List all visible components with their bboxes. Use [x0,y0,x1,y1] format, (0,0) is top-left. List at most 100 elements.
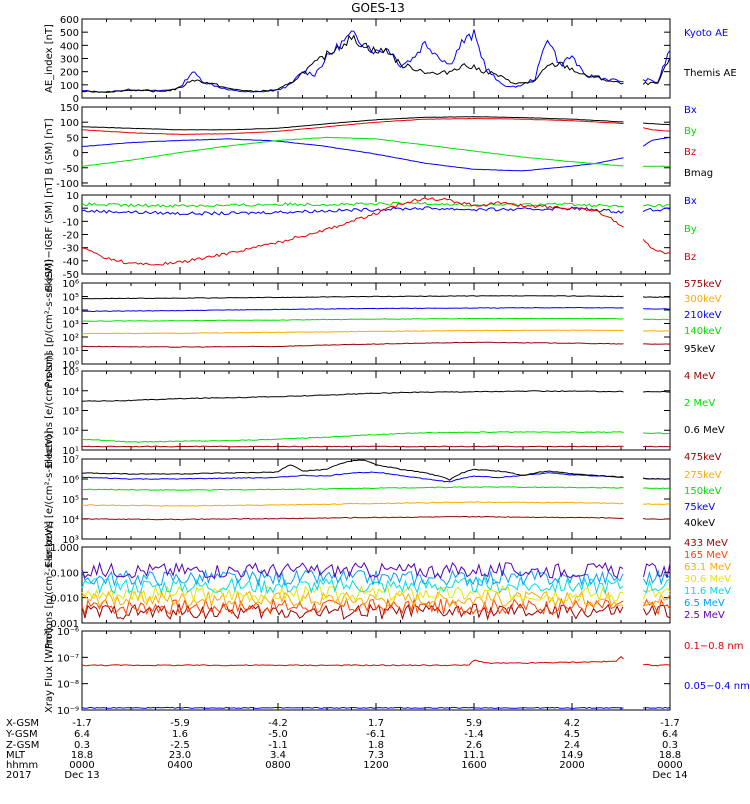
ephemeris-value: 0.3 [74,740,90,751]
ephemeris-value: 3.4 [270,750,286,761]
y-axis-label: Electrons [e/(cm²-s-sr)] [44,353,55,469]
ephemeris-value: 6.4 [662,729,678,740]
y-tick-label: -50 [63,270,79,281]
ephemeris-value: 23.0 [169,750,191,761]
ephemeris-value: 0000 [69,760,94,771]
y-tick-label: 10⁷ [62,455,79,466]
ephemeris-value: 4.2 [564,718,580,729]
series-line-Bz [81,197,671,266]
ephemeris-value: -1.4 [464,729,484,740]
y-tick-label: 400 [60,41,79,52]
legend-label: Bx [684,105,697,116]
series-line-Bz [81,117,671,135]
legend-label: Bz [684,252,696,263]
ephemeris-value: -4.2 [268,718,288,729]
y-axis-label: B (SM)−IGRF (SM) [nT] [44,177,55,291]
series-line-95keV [81,295,671,300]
series-line-0-05-0-4-nm [81,706,671,709]
series-line-0-6-MeV [81,390,670,402]
ephemeris-row-label: Z-GSM [6,740,39,751]
series-line-40keV [81,459,671,481]
y-tick-label: 10⁴ [62,515,79,526]
y-tick-label: 150 [60,103,79,114]
legend-label: 210keV [684,310,722,321]
legend-label: Bmag [684,168,713,179]
series-line-140keV [81,317,670,322]
legend-label: 140keV [684,326,722,337]
y-tick-label: 10⁰ [62,360,79,371]
legend-label: 2.5 MeV [684,610,725,621]
ephemeris-value: 1.7 [368,718,384,729]
series-line-Themis-AE [81,34,671,93]
y-tick-label: 10³ [62,320,79,331]
y-tick-label: 10² [62,333,79,344]
panel-frame [81,18,671,99]
ephemeris-value: -1.1 [268,740,288,751]
y-tick-label: 0.010 [50,594,79,605]
ephemeris-value: 2000 [559,760,584,771]
ephemeris-value: 18.8 [71,750,93,761]
panel-frame [81,282,671,365]
y-tick-label: -10 [63,217,79,228]
y-axis-label: AE_index [nT] [44,24,55,93]
ephemeris-value: 14.9 [561,750,583,761]
series-line-150keV [81,486,671,491]
series-line-575keV [81,341,671,348]
y-tick-label: 10⁻⁸ [57,680,79,691]
series-line-6-5-MeV [81,568,671,588]
series-line-Bmag [81,116,671,131]
legend-label: Themis AE [683,68,737,79]
y-tick-label: 0.100 [50,568,79,579]
y-tick-label: 1.000 [50,543,79,554]
y-tick-label: -50 [63,164,79,175]
ephemeris-row-label: 2017 [6,770,31,781]
y-tick-label: 0.001 [50,619,79,630]
legend-label: Kyoto AE [684,28,728,39]
series-line-0-1-0-8-nm [81,656,671,667]
legend-label: Bz [684,147,696,158]
series-line-30-6-MeV [81,585,671,603]
ephemeris-value: 2.6 [466,740,482,751]
series-line-Bx [81,136,671,172]
y-tick-label: 10¹ [62,446,79,457]
y-tick-label: 100 [60,118,79,129]
ephemeris-value: 0000 [657,760,682,771]
series-line-475keV [81,515,671,521]
y-tick-label: 300 [60,55,79,66]
legend-label: 475keV [684,452,722,463]
y-tick-label: 50 [66,133,79,144]
panel-frame [81,458,671,540]
legend-label: 11.6 MeV [684,586,731,597]
legend-label: 575keV [684,279,722,290]
ephemeris-value: -5.9 [170,718,190,729]
ephemeris-value: 18.8 [659,750,681,761]
y-tick-label: 10 [66,191,79,202]
y-tick-label: 10³ [62,407,79,418]
series-line-75keV [81,471,671,483]
legend-label: 63.1 MeV [684,562,731,573]
legend-label: By [684,224,697,235]
legend-label: 4 MeV [684,371,715,382]
series-line-63-1-MeV [81,589,671,608]
legend-label: 40keV [684,518,715,529]
legend-label: 0.6 MeV [684,425,725,436]
y-axis-label: Protons [p/(cm²-s-sr-keV)] [44,259,55,387]
legend-label: Bx [684,196,697,207]
y-tick-label: 10⁵ [62,293,79,304]
y-tick-label: 0 [73,149,79,160]
ephemeris-value: 1600 [461,760,486,771]
y-axis-label: Electrons [e/(cm²-s-sr-keV)] [44,430,55,567]
legend-label: 6.5 MeV [684,598,725,609]
series-line-275keV [81,501,670,507]
legend-label: 275keV [684,470,722,481]
y-tick-label: 10³ [62,535,79,546]
y-tick-label: 100 [60,81,79,92]
y-tick-label: 0 [73,94,79,105]
ephemeris-value: 1.6 [172,729,188,740]
y-tick-label: 10⁵ [62,367,79,378]
legend-label: 0.1−0.8 nm [684,641,743,652]
legend-label: 0.05−0.4 nm [684,681,750,692]
end-date: Dec 14 [652,770,687,781]
